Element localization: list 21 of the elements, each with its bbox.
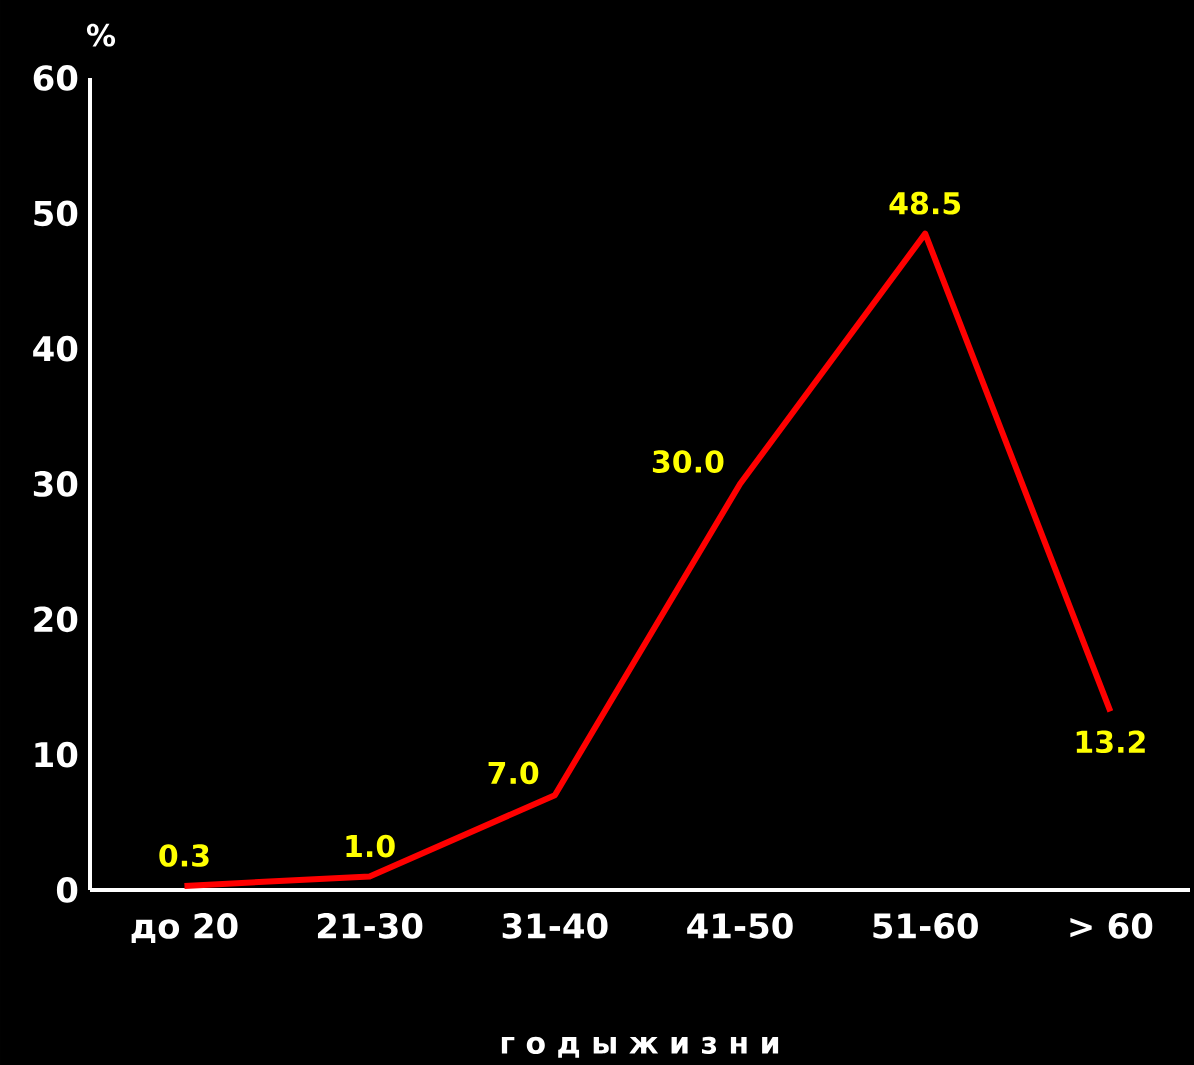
y-tick-label: 0	[56, 877, 78, 903]
y-tick-label: 60	[33, 65, 78, 91]
y-tick-label: 30	[33, 471, 78, 497]
data-label: 7.0	[488, 761, 539, 785]
data-label: 0.3	[159, 844, 209, 867]
y-tick-label: 50	[34, 200, 78, 227]
x-tick-label: 41-50	[687, 913, 793, 939]
x-tick-label: до 20	[131, 913, 238, 943]
data-label: 1.0	[346, 834, 395, 858]
x-tick-label: 31-40	[502, 913, 608, 939]
data-label: 30.0	[652, 450, 724, 473]
y-tick-label: 10	[35, 741, 78, 768]
x-tick-label: 21-30	[317, 913, 423, 939]
y-tick-label: 20	[34, 606, 78, 633]
data-label: 13.2	[1076, 730, 1145, 754]
y-tick-label: 40	[33, 335, 78, 362]
data-label: 48.5	[889, 191, 961, 215]
x-axis-title: г о д ы ж и з н и	[501, 1036, 779, 1058]
x-tick-label: > 60	[1070, 913, 1153, 939]
x-tick-label: 51-60	[873, 913, 978, 939]
y-axis-title: %	[86, 23, 116, 47]
